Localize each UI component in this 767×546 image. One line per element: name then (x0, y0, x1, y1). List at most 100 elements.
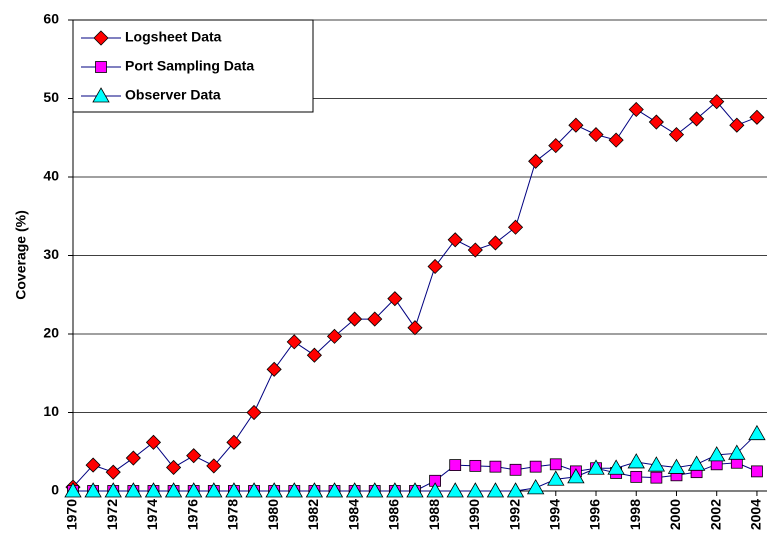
marker (449, 459, 462, 471)
marker (407, 320, 423, 336)
x-tick-label: 1984 (345, 499, 361, 530)
y-tick-label: 20 (43, 325, 59, 341)
marker (347, 311, 363, 327)
marker (105, 464, 121, 480)
marker (526, 479, 545, 495)
marker (104, 482, 122, 498)
x-tick-label: 1972 (104, 499, 120, 530)
marker (447, 232, 463, 248)
legend-label: Observer Data (125, 87, 221, 103)
x-tick-label: 1992 (506, 499, 522, 530)
marker (206, 458, 222, 474)
x-tick-label: 1990 (466, 499, 482, 530)
marker (588, 127, 604, 143)
x-tick-label: 1978 (225, 499, 241, 530)
legend-box (72, 19, 314, 113)
x-tick-label: 1994 (546, 499, 562, 530)
marker (587, 459, 605, 475)
legend-label: Port Sampling Data (125, 58, 254, 74)
marker (469, 459, 482, 472)
y-tick-label: 10 (43, 403, 59, 419)
x-tick-label: 1974 (144, 499, 160, 530)
marker (630, 470, 643, 483)
marker (567, 468, 585, 484)
x-tick-label: 2000 (667, 499, 683, 530)
marker (748, 424, 766, 441)
marker (467, 242, 483, 258)
marker (166, 459, 182, 476)
x-tick-label: 1988 (426, 499, 442, 530)
marker (528, 153, 544, 169)
marker (387, 291, 403, 307)
marker (547, 470, 565, 486)
marker (507, 219, 524, 235)
marker (668, 127, 685, 143)
marker (426, 482, 444, 498)
series-line (72, 100, 758, 488)
marker (144, 482, 163, 498)
marker (225, 482, 243, 498)
marker (266, 361, 282, 377)
x-tick-label: 1996 (587, 499, 603, 530)
x-tick-label: 1998 (627, 499, 643, 530)
y-tick-label: 50 (43, 89, 59, 105)
marker (345, 482, 364, 498)
marker (427, 258, 443, 275)
marker (367, 311, 383, 327)
marker (647, 456, 666, 472)
marker (509, 463, 522, 476)
marker (265, 482, 283, 498)
marker (751, 465, 763, 478)
marker (650, 471, 663, 484)
marker (749, 109, 765, 125)
marker (506, 482, 525, 498)
marker (386, 482, 404, 498)
marker (84, 482, 102, 498)
x-tick-label: 1970 (64, 499, 80, 530)
marker (326, 328, 343, 344)
marker (728, 444, 746, 460)
marker (487, 235, 504, 251)
x-tick-label: 1982 (305, 499, 321, 530)
marker (226, 434, 242, 450)
marker (95, 61, 107, 73)
marker (709, 94, 725, 110)
y-tick-label: 60 (43, 11, 59, 27)
legend-label: Logsheet Data (125, 29, 222, 45)
marker (687, 455, 706, 471)
x-tick-label: 2004 (748, 499, 764, 530)
marker (245, 482, 263, 498)
marker (689, 111, 705, 127)
marker (446, 482, 464, 498)
marker (306, 347, 322, 363)
x-tick-label: 2002 (707, 499, 723, 530)
marker (607, 459, 625, 475)
marker (489, 460, 502, 473)
marker (608, 132, 624, 148)
marker (667, 458, 686, 474)
marker (145, 434, 162, 450)
marker (64, 482, 82, 498)
marker (286, 334, 302, 350)
y-tick-label: 0 (51, 482, 59, 498)
marker (366, 482, 384, 498)
marker (85, 457, 101, 473)
marker (305, 482, 324, 498)
marker (406, 482, 424, 498)
marker (729, 117, 745, 133)
y-axis-label: Coverage (%) (13, 210, 29, 299)
marker (648, 114, 664, 130)
marker (529, 460, 542, 473)
marker (466, 482, 485, 498)
x-tick-label: 1976 (184, 499, 200, 530)
marker (548, 138, 564, 154)
marker (285, 482, 303, 498)
marker (93, 30, 109, 46)
marker (164, 482, 183, 498)
marker (708, 446, 726, 462)
marker (628, 101, 644, 118)
marker (92, 87, 110, 103)
marker (186, 448, 202, 464)
